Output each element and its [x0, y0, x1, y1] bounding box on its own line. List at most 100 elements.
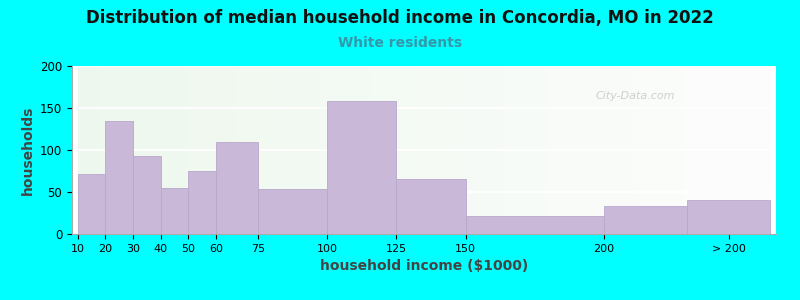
Bar — [288, 66, 290, 234]
Bar — [138, 66, 140, 234]
Bar — [214, 66, 216, 234]
Bar — [690, 66, 692, 234]
Bar — [546, 66, 549, 234]
Bar — [713, 66, 715, 234]
Bar — [510, 66, 512, 234]
Y-axis label: households: households — [21, 105, 34, 195]
Bar — [258, 66, 260, 234]
Bar — [211, 66, 214, 234]
Bar — [630, 66, 632, 234]
Bar — [754, 66, 757, 234]
Bar — [327, 66, 330, 234]
Bar — [625, 66, 627, 234]
Bar — [80, 66, 82, 234]
Bar — [731, 66, 734, 234]
Bar — [726, 66, 729, 234]
Bar — [292, 66, 294, 234]
Bar — [281, 66, 283, 234]
Bar — [348, 66, 350, 234]
Bar — [286, 66, 288, 234]
Bar — [502, 66, 505, 234]
Bar — [290, 66, 292, 234]
Bar — [216, 66, 218, 234]
Bar — [606, 66, 609, 234]
Bar — [422, 66, 424, 234]
Bar — [429, 66, 431, 234]
Bar — [618, 66, 620, 234]
Bar — [648, 66, 650, 234]
Bar — [106, 66, 107, 234]
Bar — [715, 66, 718, 234]
Bar — [685, 66, 687, 234]
Bar — [249, 66, 250, 234]
Bar — [494, 66, 496, 234]
Bar — [434, 66, 435, 234]
Bar — [382, 66, 385, 234]
Bar — [414, 66, 417, 234]
Bar — [424, 66, 426, 234]
Bar — [622, 66, 625, 234]
Bar — [96, 66, 98, 234]
Bar — [426, 66, 429, 234]
Bar — [205, 66, 207, 234]
Bar — [394, 66, 396, 234]
Bar — [475, 66, 477, 234]
Bar — [346, 66, 348, 234]
Bar — [182, 66, 184, 234]
Bar — [598, 66, 599, 234]
Bar — [479, 66, 482, 234]
Bar — [632, 66, 634, 234]
Bar — [530, 66, 533, 234]
Bar — [482, 66, 484, 234]
Bar — [466, 66, 468, 234]
Bar — [593, 66, 595, 234]
Bar — [226, 66, 228, 234]
Bar — [352, 66, 354, 234]
Bar — [620, 66, 622, 234]
Bar — [255, 66, 258, 234]
Bar — [177, 66, 179, 234]
Bar — [325, 66, 327, 234]
Bar — [253, 66, 255, 234]
Bar — [734, 66, 736, 234]
Bar — [195, 66, 198, 234]
Bar — [458, 66, 461, 234]
Bar — [718, 66, 720, 234]
Bar — [366, 66, 369, 234]
Bar — [514, 66, 516, 234]
Bar — [574, 66, 577, 234]
Bar — [523, 66, 526, 234]
Bar — [387, 66, 390, 234]
Bar — [736, 66, 738, 234]
Bar — [128, 66, 130, 234]
Bar — [692, 66, 694, 234]
Bar — [671, 66, 674, 234]
Bar — [634, 66, 637, 234]
Bar — [701, 66, 703, 234]
Bar — [163, 66, 166, 234]
Bar — [315, 66, 318, 234]
Bar — [193, 66, 195, 234]
Bar — [759, 66, 762, 234]
Bar — [186, 66, 189, 234]
Bar — [491, 66, 494, 234]
Bar — [294, 66, 297, 234]
Bar — [304, 66, 306, 234]
Bar — [122, 66, 124, 234]
Bar — [232, 66, 234, 234]
Bar — [302, 66, 304, 234]
Bar — [198, 66, 200, 234]
Bar — [168, 66, 170, 234]
Bar — [659, 66, 662, 234]
Bar — [442, 66, 445, 234]
Bar — [507, 66, 510, 234]
Bar — [94, 66, 96, 234]
Bar — [435, 66, 438, 234]
Bar — [583, 66, 586, 234]
Bar — [498, 66, 500, 234]
Bar — [687, 66, 690, 234]
Bar — [452, 66, 454, 234]
Bar — [413, 66, 414, 234]
Bar — [567, 66, 570, 234]
Bar — [239, 66, 242, 234]
